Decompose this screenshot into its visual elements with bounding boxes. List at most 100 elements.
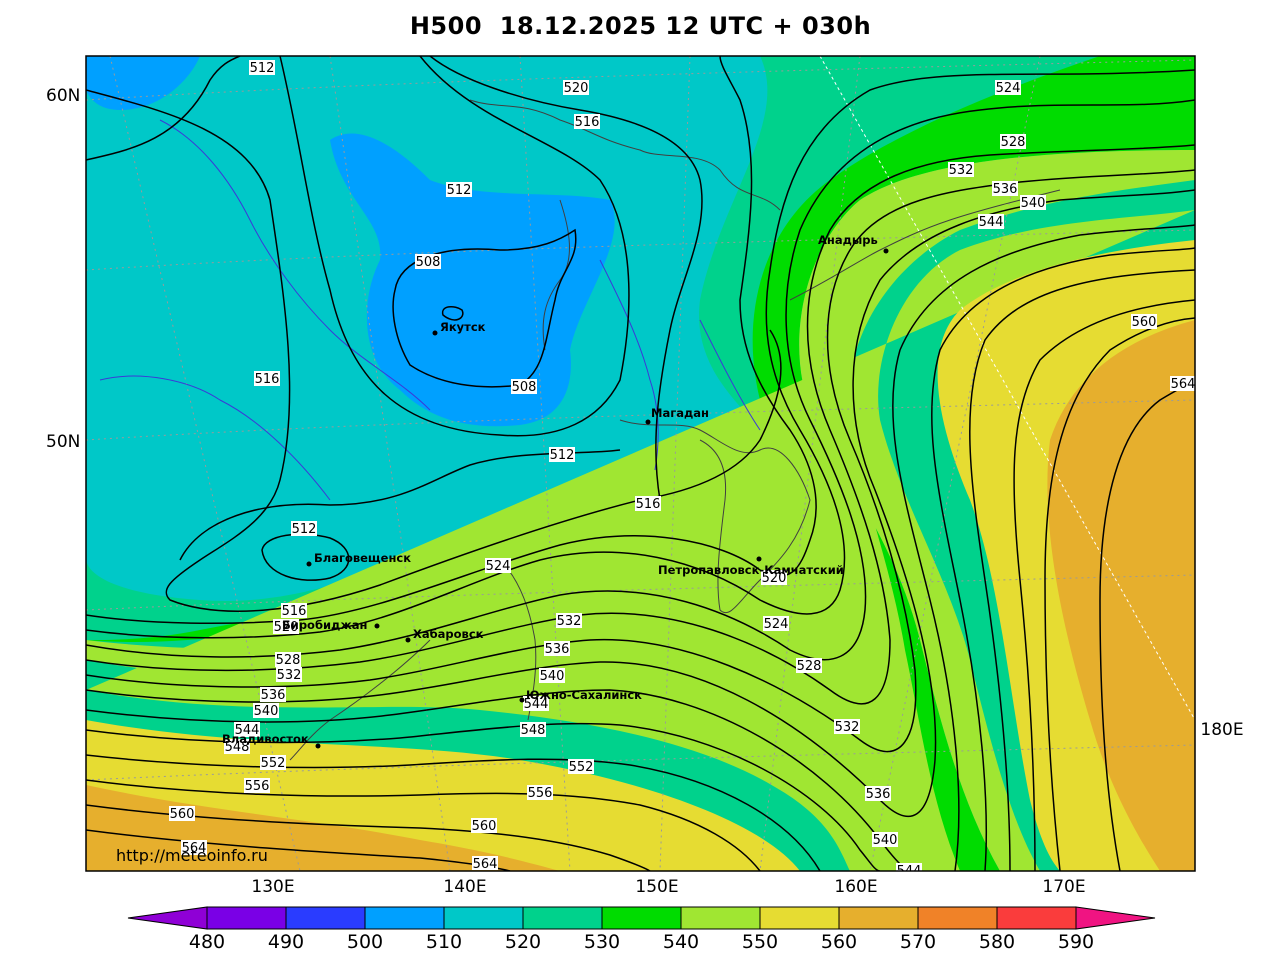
svg-text:528: 528 <box>1001 135 1026 150</box>
contour-label: 544 <box>234 722 260 738</box>
svg-text:544: 544 <box>979 215 1004 230</box>
svg-text:556: 556 <box>245 779 270 794</box>
lat-label-60n: 60N <box>46 86 81 106</box>
svg-text:532: 532 <box>277 668 302 683</box>
svg-text:Петропавловск-Камчатский: Петропавловск-Камчатский <box>658 563 844 577</box>
svg-text:556: 556 <box>528 786 553 801</box>
contour-label: 516 <box>281 603 307 619</box>
lon-label-160e: 160E <box>834 877 878 897</box>
contour-label: 516 <box>254 371 280 387</box>
field-500-510 <box>330 133 615 427</box>
lon-label-150e: 150E <box>635 877 679 897</box>
map-frame <box>85 55 1196 872</box>
contour-label: 528 <box>796 658 822 674</box>
city-marker: Якутск <box>432 320 486 336</box>
colorbar-tick-label: 570 <box>899 931 937 953</box>
isohypse-512-mid <box>86 56 241 161</box>
svg-text:524: 524 <box>486 559 511 574</box>
svg-text:516: 516 <box>575 115 600 130</box>
isohypse-524 <box>86 69 1195 639</box>
svg-text:516: 516 <box>636 497 661 512</box>
contour-label: 564 <box>1170 376 1195 392</box>
svg-text:540: 540 <box>540 669 565 684</box>
contour-label: 528 <box>1000 134 1026 150</box>
contour-label: 516 <box>635 496 661 512</box>
contour-label: 556 <box>244 778 270 794</box>
svg-text:552: 552 <box>569 760 594 775</box>
contour-label: 560 <box>169 806 195 822</box>
contour-label: 532 <box>948 162 974 178</box>
svg-text:536: 536 <box>261 688 286 703</box>
contour-label: 544 <box>896 863 922 879</box>
lat-label-50n: 50N <box>46 432 81 452</box>
field-500-510-nw <box>86 56 200 110</box>
contour-label: 560 <box>471 818 497 834</box>
svg-text:512: 512 <box>250 61 275 76</box>
svg-text:524: 524 <box>996 81 1021 96</box>
isohypse-508 <box>392 228 577 388</box>
svg-text:516: 516 <box>282 604 307 619</box>
contour-label: 564 <box>472 856 498 872</box>
isohypse-560 <box>86 317 1195 871</box>
contour-label: 532 <box>834 719 860 735</box>
contour-label: 512 <box>291 521 317 537</box>
contour-label: 540 <box>1020 195 1046 211</box>
contour-label: 516 <box>574 114 600 130</box>
svg-text:Южно-Сахалинск: Южно-Сахалинск <box>526 688 642 702</box>
svg-text:564: 564 <box>182 841 207 856</box>
isohypse-532 <box>86 144 1195 705</box>
lon-label-140e: 140E <box>443 877 487 897</box>
svg-text:544: 544 <box>897 864 922 879</box>
city-marker: Магадан <box>645 406 709 425</box>
isohypse-516-north <box>429 56 703 501</box>
svg-text:552: 552 <box>261 756 286 771</box>
svg-text:536: 536 <box>993 182 1018 197</box>
svg-text:528: 528 <box>797 659 822 674</box>
svg-text:540: 540 <box>254 704 279 719</box>
svg-text:520: 520 <box>274 620 299 635</box>
map-title: H500 18.12.2025 12 UTC + 030h <box>409 12 872 40</box>
field-560-570 <box>1047 320 1195 871</box>
contour-label: 548 <box>520 722 546 738</box>
isohypse-528 <box>86 99 1195 661</box>
contour-label: 540 <box>872 832 898 848</box>
colorbar-tick-label: 580 <box>978 931 1016 953</box>
isohypse-548 <box>86 247 1195 871</box>
city-marker: Владивосток <box>222 732 321 749</box>
svg-text:512: 512 <box>447 183 472 198</box>
contour-label: 520 <box>761 570 787 586</box>
svg-text:536: 536 <box>866 787 891 802</box>
svg-text:528: 528 <box>276 653 301 668</box>
contour-label: 512 <box>549 447 575 463</box>
isohypse-552 <box>86 269 1195 871</box>
isohypse-540 <box>86 189 1195 818</box>
colorbar-tick-label: 520 <box>504 931 542 953</box>
svg-text:508: 508 <box>512 380 537 395</box>
svg-text:516: 516 <box>255 372 280 387</box>
svg-text:548: 548 <box>521 723 546 738</box>
contour-label: 556 <box>527 785 553 801</box>
isohypse-512-closed <box>261 533 350 581</box>
colorbar-tick-label: 480 <box>188 931 226 953</box>
isohypse-516 <box>86 89 782 612</box>
svg-text:560: 560 <box>1132 315 1157 330</box>
colorbar-tick-label: 540 <box>662 931 700 953</box>
svg-text:Якутск: Якутск <box>440 320 486 334</box>
contour-label: 524 <box>485 558 511 574</box>
field-540-550-south <box>86 640 940 871</box>
contour-label: 512 <box>446 182 472 198</box>
svg-text:Благовещенск: Благовещенск <box>314 551 411 565</box>
svg-text:512: 512 <box>550 448 575 463</box>
svg-text:Анадырь: Анадырь <box>818 233 878 247</box>
colorbar-tick-label: 530 <box>583 931 621 953</box>
contour-label: 512 <box>249 60 275 76</box>
contour-label: 524 <box>995 80 1021 96</box>
city-marker: Биробиджан <box>282 618 380 632</box>
svg-text:564: 564 <box>473 857 498 872</box>
contour-label: 564 <box>181 840 207 856</box>
svg-text:536: 536 <box>545 642 570 657</box>
contour-label: 528 <box>275 652 301 668</box>
svg-text:532: 532 <box>949 163 974 178</box>
colorbar-tick-label: 510 <box>425 931 463 953</box>
